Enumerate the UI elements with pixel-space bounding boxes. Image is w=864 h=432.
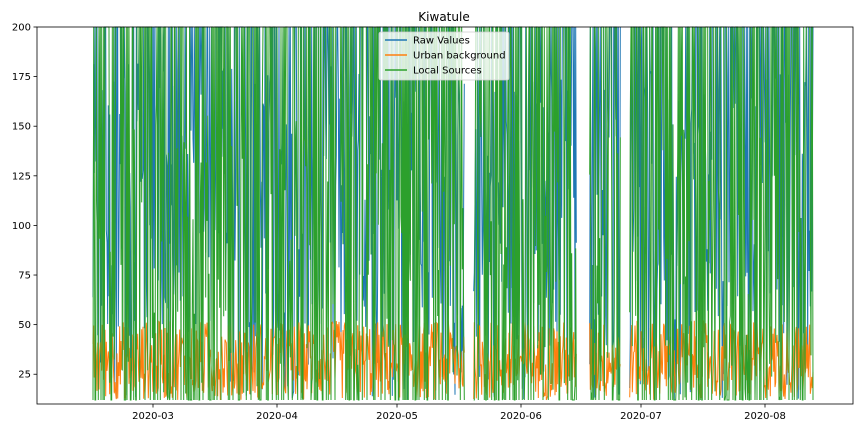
legend: Raw Values Urban background Local Sources [378, 31, 510, 81]
x-tick-label: 2020-08 [744, 411, 786, 422]
x-tick-label: 2020-05 [376, 411, 418, 422]
y-tick-label: 75 [18, 271, 31, 282]
y-tick-label: 150 [12, 122, 31, 133]
legend-box [378, 31, 510, 81]
x-tick-label: 2020-06 [500, 411, 542, 422]
legend-label: Raw Values [413, 36, 470, 47]
legend-label: Local Sources [413, 66, 482, 77]
plot-area [92, 26, 814, 401]
y-tick-label: 25 [18, 370, 31, 381]
x-tick-label: 2020-03 [132, 411, 174, 422]
y-tick-label: 125 [12, 171, 31, 182]
plot-frame [36, 26, 854, 405]
x-tick-label: 2020-04 [256, 411, 298, 422]
y-tick-label: 100 [12, 221, 31, 232]
y-tick-label: 200 [12, 23, 31, 34]
series-local-sources-line [92, 26, 814, 401]
chart-title: Kiwatule [418, 10, 469, 24]
legend-label: Urban background [413, 51, 506, 62]
y-tick-label: 50 [18, 320, 31, 331]
x-tick-label: 2020-07 [620, 411, 662, 422]
y-tick-label: 175 [12, 72, 31, 83]
